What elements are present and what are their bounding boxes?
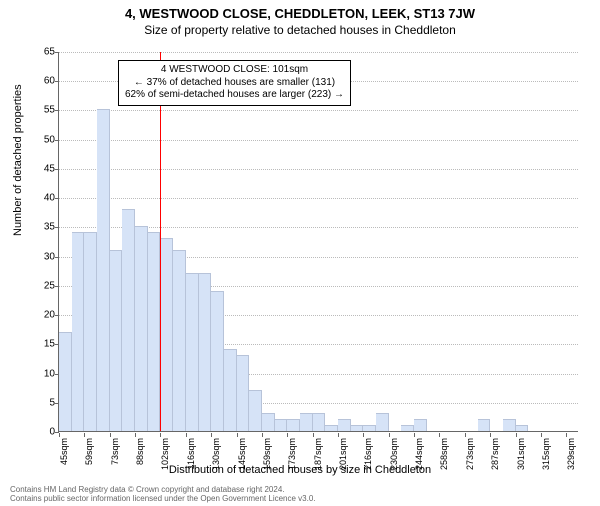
plot-area: 0510152025303540455055606545sqm59sqm73sq… (58, 52, 578, 432)
xtick-mark (541, 433, 542, 437)
annotation-line1: 4 WESTWOOD CLOSE: 101sqm (125, 64, 344, 77)
histogram-bar (72, 232, 85, 431)
annotation-box: 4 WESTWOOD CLOSE: 101sqm ← 37% of detach… (118, 60, 351, 106)
x-axis-label: Distribution of detached houses by size … (0, 464, 600, 476)
xtick-mark (313, 433, 314, 437)
xtick-mark (59, 433, 60, 437)
xtick-mark (566, 433, 567, 437)
xtick-mark (439, 433, 440, 437)
ytick-mark (55, 169, 59, 170)
histogram-bar (148, 232, 161, 431)
histogram-bar (135, 226, 148, 431)
histogram-bar (503, 419, 516, 431)
ytick-label: 0 (31, 427, 55, 438)
histogram-bar (516, 425, 529, 431)
histogram-bar (351, 425, 364, 431)
xtick-mark (287, 433, 288, 437)
footer-line2: Contains public sector information licen… (10, 494, 316, 504)
ytick-mark (55, 140, 59, 141)
histogram-bar (325, 425, 338, 431)
annotation-line3: 62% of semi-detached houses are larger (… (125, 89, 344, 102)
ytick-label: 30 (31, 251, 55, 262)
xtick-mark (490, 433, 491, 437)
xtick-mark (211, 433, 212, 437)
histogram-bar (363, 425, 376, 431)
chart-area: 0510152025303540455055606545sqm59sqm73sq… (58, 52, 578, 432)
histogram-bar (249, 390, 262, 431)
histogram-bar (275, 419, 288, 431)
ytick-label: 35 (31, 222, 55, 233)
gridline (59, 169, 578, 170)
histogram-bar (224, 349, 237, 431)
xtick-mark (84, 433, 85, 437)
histogram-bar (173, 250, 186, 431)
xtick-mark (160, 433, 161, 437)
ytick-label: 25 (31, 280, 55, 291)
ytick-mark (55, 286, 59, 287)
annotation-line2: ← 37% of detached houses are smaller (13… (125, 77, 344, 90)
xtick-mark (135, 433, 136, 437)
xtick-mark (338, 433, 339, 437)
ytick-label: 5 (31, 397, 55, 408)
gridline (59, 110, 578, 111)
xtick-mark (186, 433, 187, 437)
histogram-bar (313, 413, 326, 431)
xtick-mark (262, 433, 263, 437)
histogram-bar (414, 419, 427, 431)
y-axis-label: Number of detached properties (12, 84, 24, 236)
ytick-label: 45 (31, 163, 55, 174)
footer-line1: Contains HM Land Registry data © Crown c… (10, 485, 316, 495)
gridline (59, 198, 578, 199)
histogram-bar (478, 419, 491, 431)
xtick-mark (363, 433, 364, 437)
xtick-mark (237, 433, 238, 437)
xtick-mark (110, 433, 111, 437)
histogram-bar (300, 413, 313, 431)
histogram-bar (262, 413, 275, 431)
histogram-bar (160, 238, 173, 431)
histogram-bar (338, 419, 351, 431)
ytick-mark (55, 81, 59, 82)
histogram-bar (97, 109, 110, 431)
ytick-mark (55, 52, 59, 53)
ytick-label: 60 (31, 76, 55, 87)
histogram-bar (122, 209, 135, 431)
ytick-label: 15 (31, 339, 55, 350)
gridline (59, 140, 578, 141)
xtick-mark (516, 433, 517, 437)
ytick-label: 10 (31, 368, 55, 379)
histogram-bar (401, 425, 414, 431)
footer-attribution: Contains HM Land Registry data © Crown c… (10, 485, 316, 504)
ytick-label: 65 (31, 47, 55, 58)
ytick-label: 50 (31, 134, 55, 145)
histogram-bar (84, 232, 97, 431)
ytick-mark (55, 257, 59, 258)
histogram-bar (110, 250, 123, 431)
ytick-mark (55, 227, 59, 228)
histogram-bar (186, 273, 199, 431)
xtick-mark (389, 433, 390, 437)
ytick-label: 20 (31, 310, 55, 321)
histogram-bar (211, 291, 224, 431)
histogram-bar (59, 332, 72, 431)
histogram-bar (199, 273, 212, 431)
histogram-bar (376, 413, 389, 431)
ytick-mark (55, 198, 59, 199)
histogram-bar (287, 419, 300, 431)
reference-line (160, 52, 161, 431)
chart-title-main: 4, WESTWOOD CLOSE, CHEDDLETON, LEEK, ST1… (0, 6, 600, 21)
gridline (59, 52, 578, 53)
xtick-mark (465, 433, 466, 437)
ytick-mark (55, 315, 59, 316)
chart-title-sub: Size of property relative to detached ho… (0, 23, 600, 37)
ytick-mark (55, 110, 59, 111)
xtick-mark (414, 433, 415, 437)
ytick-label: 40 (31, 193, 55, 204)
ytick-label: 55 (31, 105, 55, 116)
histogram-bar (237, 355, 250, 431)
